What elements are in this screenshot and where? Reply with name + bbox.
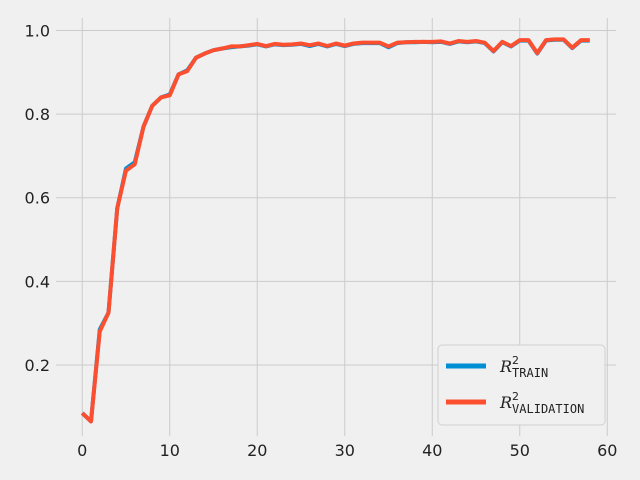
y-tick-label: 0.2 bbox=[25, 356, 50, 375]
x-tick-label: 60 bbox=[597, 441, 617, 460]
y-tick-label: 0.8 bbox=[25, 105, 50, 124]
x-tick-label: 30 bbox=[335, 441, 355, 460]
x-tick-label: 20 bbox=[247, 441, 267, 460]
y-tick-label: 1.0 bbox=[25, 22, 50, 41]
y-tick-label: 0.4 bbox=[25, 272, 50, 291]
x-tick-label: 50 bbox=[510, 441, 530, 460]
y-tick-label: 0.6 bbox=[25, 189, 50, 208]
x-tick-label: 0 bbox=[77, 441, 87, 460]
y-axis-tick-labels: 0.2 0.4 0.6 0.8 1.0 bbox=[25, 22, 50, 375]
grid-lines bbox=[56, 18, 616, 436]
series-line-validation bbox=[80, 37, 590, 424]
x-tick-label: 10 bbox=[160, 441, 180, 460]
x-axis-tick-labels: 0 10 20 30 40 50 60 bbox=[77, 441, 617, 460]
legend-label-train: R2 TRAIN bbox=[499, 354, 548, 380]
x-tick-label: 40 bbox=[422, 441, 442, 460]
legend: R2 TRAIN R2 VALIDATION bbox=[437, 344, 606, 426]
series-lines bbox=[80, 37, 590, 424]
legend-label-validation: R2 VALIDATION bbox=[499, 390, 584, 416]
